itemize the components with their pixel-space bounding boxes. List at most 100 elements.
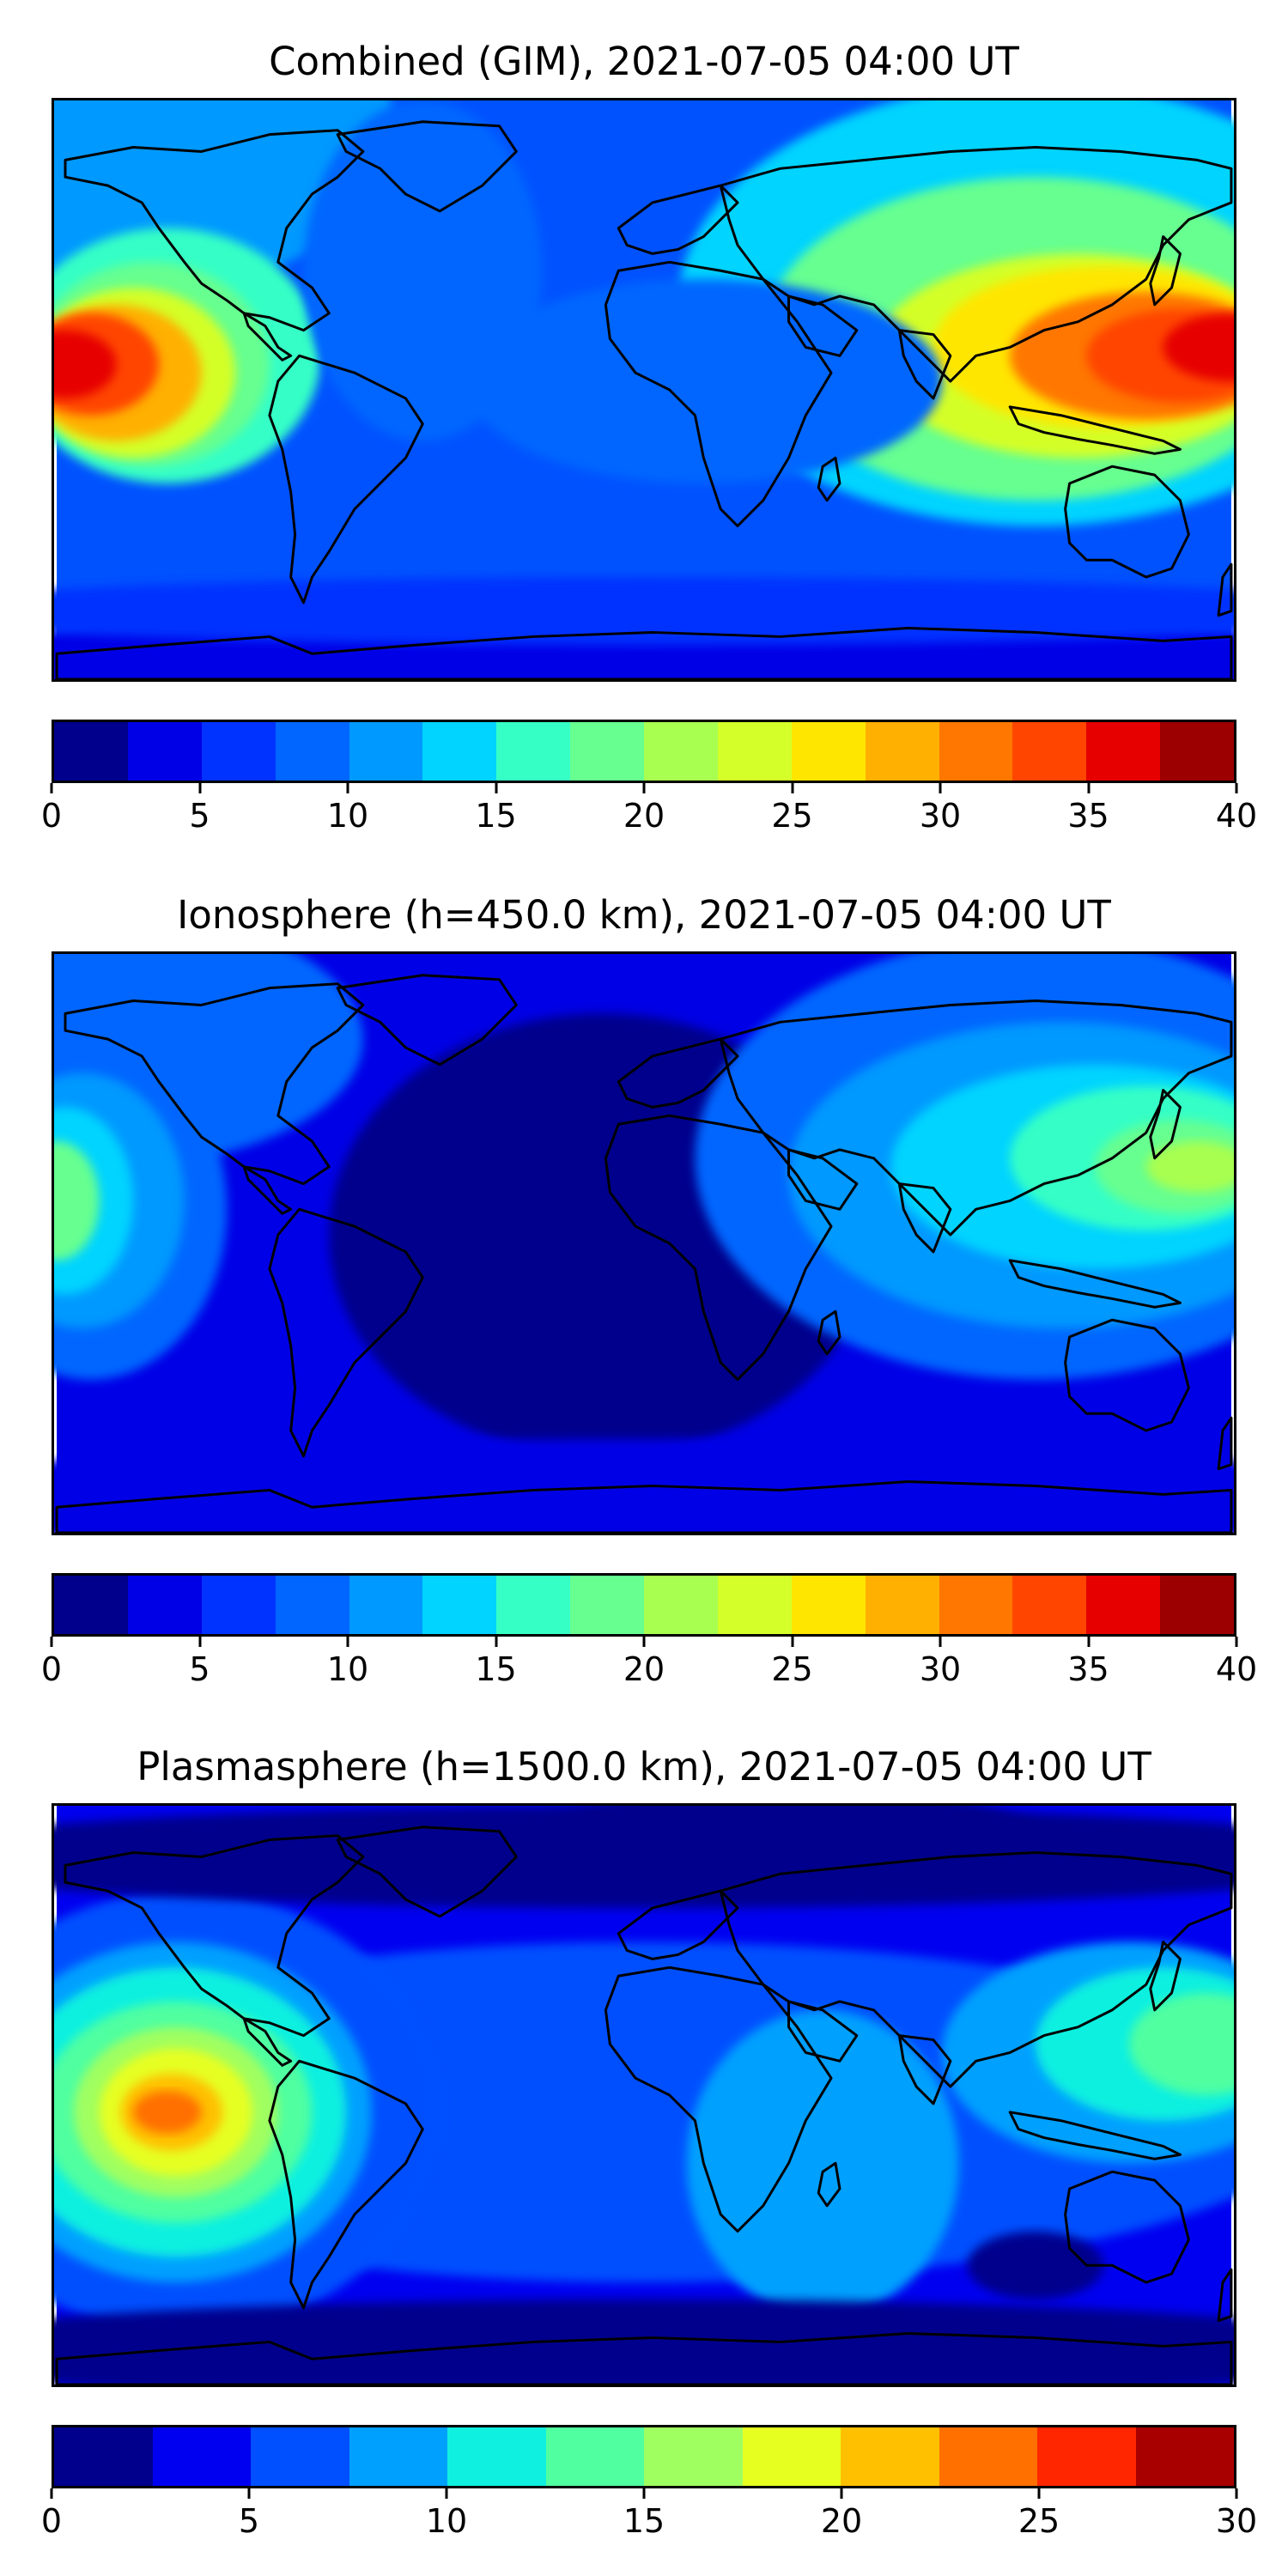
coastline	[268, 2059, 424, 2310]
coastline	[242, 1165, 293, 1215]
colorbar-combined	[52, 720, 1236, 783]
colorbar-bin	[275, 1576, 349, 1634]
panel-title-plasmasphere: Plasmasphere (h=1500.0 km), 2021-07-05 0…	[137, 1744, 1151, 1789]
tec-contour-region	[967, 2231, 1104, 2300]
panel-title-combined: Combined (GIM), 2021-07-05 04:00 UT	[269, 39, 1019, 84]
colorbar-bin	[1160, 722, 1234, 781]
colorbar-tick-label: 15	[475, 1650, 517, 1688]
colorbar-bin	[496, 722, 571, 781]
coastline	[55, 1480, 1233, 1533]
colorbar-tick-label: 0	[40, 797, 63, 835]
colorbar-tick	[346, 783, 349, 793]
colorbar-tick	[198, 1637, 201, 1647]
colorbar-tick-label: 20	[623, 1650, 665, 1688]
colorbar-tick-label: 0	[40, 2502, 63, 2540]
colorbar-tick-label: 40	[1215, 797, 1258, 835]
colorbar-bin	[717, 722, 792, 781]
colorbar-bin	[1012, 722, 1087, 781]
colorbar-tick-label: 20	[623, 797, 665, 835]
colorbar-tick	[50, 1637, 53, 1647]
coastline	[55, 2332, 1233, 2385]
colorbar-tick-label: 35	[1067, 797, 1109, 835]
map-combined-svg	[54, 100, 1234, 679]
colorbar-tick	[1235, 2488, 1238, 2499]
tec-contour-region	[54, 330, 117, 398]
colorbar-tick	[1037, 2488, 1041, 2499]
coastline	[336, 974, 518, 1066]
coastline	[604, 260, 833, 528]
colorbar-bin	[791, 1576, 866, 1634]
colorbar-tick	[346, 1637, 349, 1647]
colorbar-tick	[50, 2488, 53, 2499]
colorbar-tick	[247, 2488, 251, 2499]
colorbar-ionosphere	[52, 1573, 1236, 1637]
coastline	[604, 1965, 833, 2233]
coastline	[817, 2161, 841, 2208]
coastline	[1008, 405, 1182, 455]
coastline	[336, 1826, 518, 1918]
colorbar-bin	[939, 1576, 1013, 1634]
colorbar-tick-label: 35	[1067, 1650, 1109, 1688]
coastline	[1008, 2111, 1182, 2160]
tec-contour-region	[1128, 1993, 1234, 2095]
colorbar-bin	[1086, 722, 1161, 781]
colorbar-bin	[447, 2427, 546, 2486]
map-ionosphere-svg	[54, 954, 1234, 1533]
coastline	[1149, 1089, 1182, 1160]
colorbar-ticks-plasmasphere: 0 5 10 15 20 25 30	[41, 2488, 1257, 2540]
colorbar-bin	[939, 722, 1013, 781]
tec-contours	[54, 1806, 1234, 2385]
coastline	[55, 627, 1233, 679]
colorbar-tick-label: 40	[1215, 1650, 1258, 1688]
colorbar-tick-label: 30	[919, 1650, 962, 1688]
colorbar-tick	[495, 783, 497, 793]
colorbar-bin	[644, 722, 718, 781]
colorbar-bin	[865, 1576, 939, 1634]
colorbar-tick	[939, 1637, 942, 1647]
colorbar-bin	[54, 722, 128, 781]
coastline	[897, 1182, 952, 1254]
colorbar-bin	[1037, 2427, 1136, 2486]
coastline	[787, 295, 859, 357]
colorbar-tick-label: 10	[425, 2502, 468, 2540]
colorbar-tick	[642, 2488, 646, 2499]
colorbar-tick	[1087, 1637, 1090, 1647]
colorbar-bin	[717, 1576, 792, 1634]
colorbar-tick	[50, 783, 53, 793]
coastline	[242, 2017, 293, 2067]
colorbar-tick	[840, 2488, 843, 2499]
colorbar-bin	[644, 2427, 743, 2486]
colorbar-tick	[1235, 1637, 1238, 1647]
coastline	[336, 120, 518, 213]
colorbar-tick-label: 5	[189, 797, 210, 835]
colorbar-tick	[495, 1637, 497, 1647]
colorbar-bin	[251, 2427, 349, 2486]
colorbar-bin	[54, 1576, 128, 1634]
colorbar-ticks-combined: 0 5 10 15 20 25 30 35 40	[41, 783, 1257, 835]
coastline	[817, 1309, 841, 1356]
colorbar-tick-label: 15	[623, 2502, 665, 2540]
tec-contour-region	[533, 1806, 1044, 1892]
tec-contour-region	[303, 100, 543, 441]
coastline	[64, 1834, 365, 2038]
colorbar-tick-label: 20	[820, 2502, 863, 2540]
colorbar-bin	[201, 1576, 276, 1634]
tec-contour-region	[54, 2299, 1234, 2385]
colorbar-tick-label: 25	[1018, 2502, 1060, 2540]
map-ionosphere	[52, 951, 1236, 1535]
tec-contours	[54, 954, 1234, 1533]
coastline	[897, 329, 952, 400]
colorbar-tick	[198, 783, 201, 793]
colorbar-bin	[349, 722, 423, 781]
colorbar-bin	[841, 2427, 939, 2486]
colorbar-bin	[791, 722, 866, 781]
colorbar-bin	[1160, 1576, 1234, 1634]
colorbar-tick-label: 5	[238, 2502, 260, 2540]
colorbar-tick-label: 0	[40, 1650, 63, 1688]
colorbar-bin	[644, 1576, 718, 1634]
coastline	[1064, 1318, 1190, 1432]
coastline	[817, 456, 841, 502]
coastline	[1064, 465, 1190, 579]
colorbar-bin	[865, 722, 939, 781]
colorbar-bin	[496, 1576, 571, 1634]
